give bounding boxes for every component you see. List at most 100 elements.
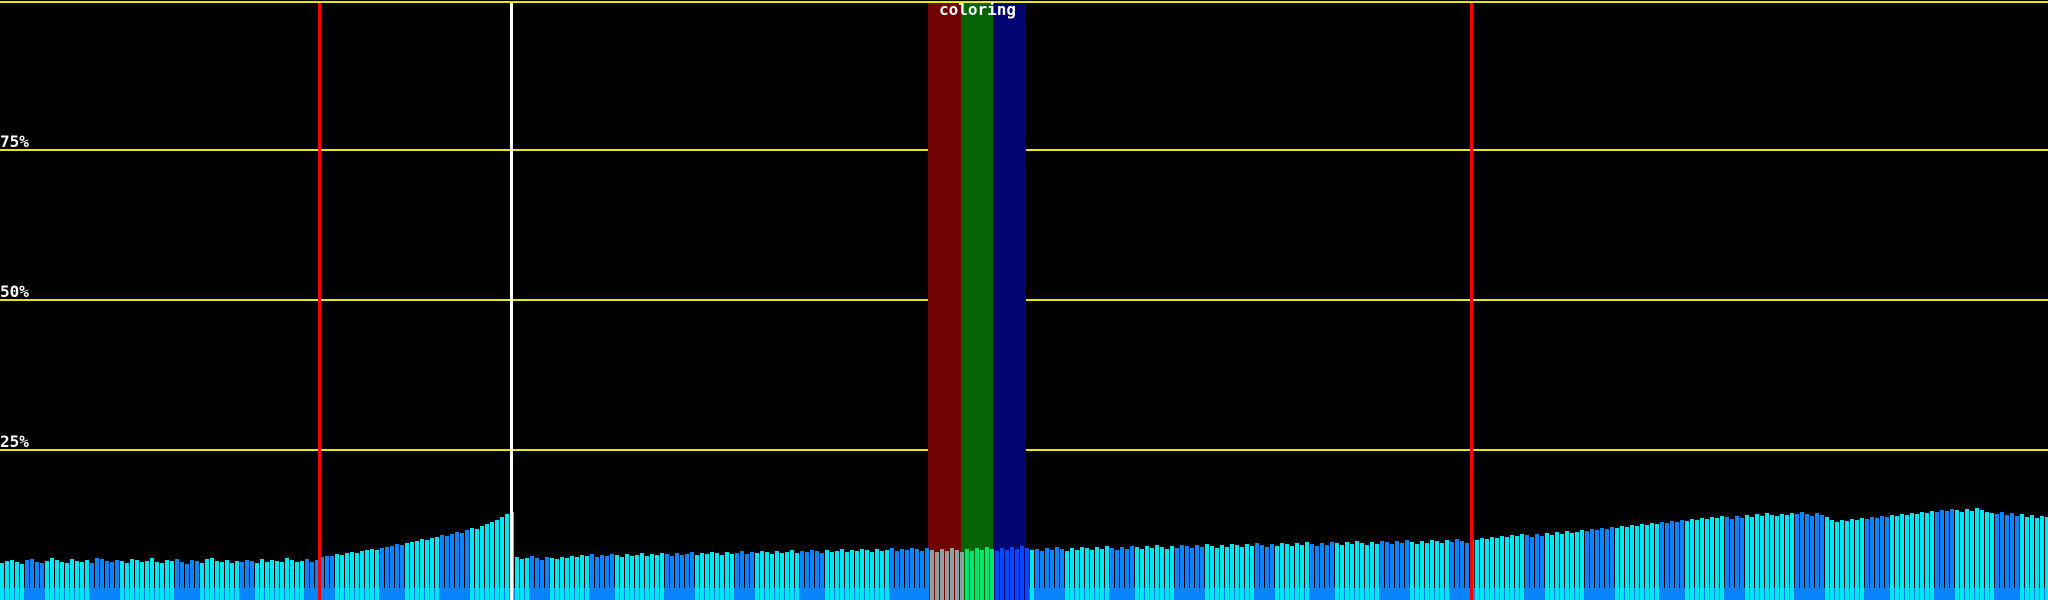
bar (1860, 518, 1864, 600)
bar (1665, 523, 1669, 600)
bar (790, 550, 794, 600)
bar (1755, 514, 1759, 600)
bar (1090, 550, 1094, 600)
bar (35, 562, 39, 600)
bar (1490, 537, 1494, 600)
bar (825, 550, 829, 600)
bar (440, 535, 444, 600)
bar (665, 554, 669, 600)
bar (1230, 544, 1234, 600)
bar (1505, 537, 1509, 600)
bar (940, 549, 944, 600)
bar (415, 541, 419, 600)
bar (1395, 541, 1399, 600)
bar (280, 562, 284, 600)
bar (1495, 538, 1499, 600)
bar (2015, 516, 2019, 600)
bar (1375, 544, 1379, 600)
bar (1910, 513, 1914, 600)
bar (1130, 546, 1134, 600)
bar (1125, 549, 1129, 600)
bar (1170, 546, 1174, 600)
red-marker-line (1470, 3, 1473, 600)
bar (1995, 514, 1999, 600)
bar (1705, 519, 1709, 600)
bar (1075, 550, 1079, 600)
bar (1985, 512, 1989, 600)
red-marker-line (318, 3, 321, 600)
bar (385, 547, 389, 600)
bar (225, 560, 229, 600)
bar (1600, 528, 1604, 600)
bar (335, 554, 339, 600)
bar (1700, 518, 1704, 600)
bar (1355, 541, 1359, 600)
bar (1095, 547, 1099, 600)
bar (1005, 550, 1009, 600)
bar (435, 537, 439, 600)
bar (770, 554, 774, 600)
bar (1195, 545, 1199, 600)
bar (1085, 548, 1089, 600)
bar (1955, 510, 1959, 600)
bar (1205, 544, 1209, 600)
bar (1830, 520, 1834, 600)
bar (1380, 541, 1384, 600)
bar (70, 559, 74, 600)
bar (1270, 544, 1274, 600)
bar (1485, 539, 1489, 600)
bar (1575, 532, 1579, 600)
bar (1940, 510, 1944, 600)
bar (570, 556, 574, 600)
bar (475, 529, 479, 600)
bar (545, 557, 549, 600)
bar (1710, 517, 1714, 600)
bar (590, 554, 594, 600)
bar (610, 554, 614, 600)
bar (1620, 526, 1624, 600)
bar (150, 558, 154, 600)
bar (1410, 542, 1414, 600)
bar (865, 550, 869, 600)
bar (1625, 527, 1629, 600)
bar (955, 550, 959, 600)
bar (1610, 527, 1614, 600)
bar (855, 551, 859, 600)
bar (1960, 512, 1964, 600)
bar (1035, 549, 1039, 600)
bar (530, 556, 534, 600)
bar (80, 562, 84, 600)
bar (1605, 529, 1609, 600)
bar (625, 554, 629, 600)
bar (195, 561, 199, 600)
bar (25, 560, 29, 600)
bar (850, 550, 854, 600)
bar (1775, 516, 1779, 600)
bar (2000, 512, 2004, 600)
bar (100, 559, 104, 600)
bar (340, 555, 344, 600)
bar (120, 561, 124, 600)
bar (1550, 535, 1554, 600)
bar (290, 560, 294, 600)
bar (220, 562, 224, 600)
bar (1330, 542, 1334, 600)
bar (135, 560, 139, 600)
bar (1895, 516, 1899, 600)
bar (215, 561, 219, 600)
bar (275, 561, 279, 600)
bar (1370, 542, 1374, 600)
blue-channel-band (993, 3, 1026, 600)
bar (710, 552, 714, 600)
bar (240, 562, 244, 600)
bar (430, 538, 434, 600)
bar (1540, 536, 1544, 600)
bar (1055, 547, 1059, 600)
bar (1220, 545, 1224, 600)
bar (1275, 546, 1279, 600)
bar (230, 563, 234, 600)
bar (950, 548, 954, 600)
bar (210, 558, 214, 600)
bar (1655, 524, 1659, 600)
bar (390, 546, 394, 600)
